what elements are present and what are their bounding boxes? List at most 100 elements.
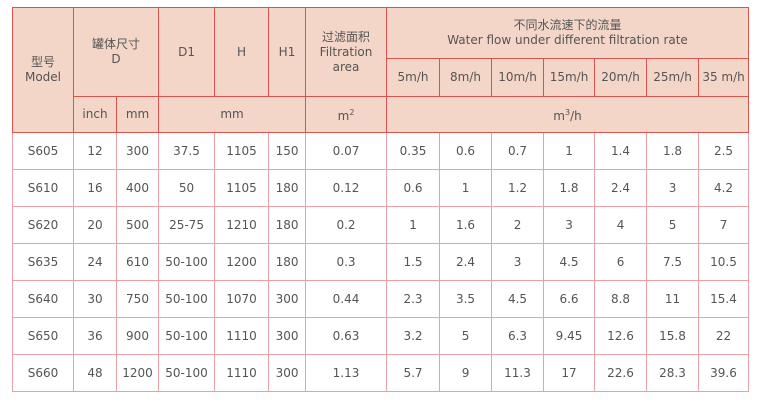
table-cell: 300 (268, 317, 307, 355)
header-rate: 25m/h (646, 58, 700, 97)
table-cell: 2 (491, 206, 545, 244)
table-cell: 1 (386, 206, 441, 244)
table-row: S660 48 1200 50-100 1110 300 1.13 5.7 9 11.3 17 22.… (12, 354, 750, 392)
header-h1: H1 (268, 7, 307, 97)
header-rate: 10m/h (491, 58, 545, 97)
table-row: S635 24 610 50-100 1200 180 0.3 1.5 2.4 3 4.5 6 7.5 1… (12, 243, 750, 281)
table-cell: S650 (12, 317, 74, 355)
unit-mm: mm (115, 96, 160, 133)
table-cell: 4.2 (698, 169, 750, 207)
table-cell: 1070 (214, 280, 270, 318)
table-cell: 0.12 (305, 169, 388, 207)
table-cell: 1110 (214, 317, 270, 355)
table-cell: S610 (12, 169, 74, 207)
table-cell: 1210 (214, 206, 270, 244)
table-cell: 8.8 (594, 280, 648, 318)
table-cell: 17 (543, 354, 596, 392)
table-cell: 12 (73, 132, 117, 170)
table-cell: 0.35 (386, 132, 441, 170)
table-cell: 50-100 (158, 317, 216, 355)
header-tank-size: 罐体尺寸 D (72, 7, 160, 97)
table-cell: 0.63 (305, 317, 388, 355)
unit-mm-dimensions: mm (158, 96, 307, 133)
table-cell: 50-100 (158, 243, 216, 281)
table-cell: 1 (439, 169, 493, 207)
header-model: 型号 Model (12, 7, 74, 133)
header-water-flow: 不同水流速下的流量 Water flow under different filt… (386, 7, 750, 59)
table-cell: S640 (12, 280, 74, 318)
table-cell: 30 (73, 280, 117, 318)
table-cell: 4.5 (543, 243, 596, 281)
table-cell: 6.3 (491, 317, 545, 355)
header-rate: 8m/h (439, 58, 493, 97)
table-cell: 22.6 (594, 354, 648, 392)
table-cell: 15.8 (646, 317, 700, 355)
table-cell: 5 (646, 206, 700, 244)
table-cell: 39.6 (698, 354, 750, 392)
table-cell: 1.2 (491, 169, 545, 207)
table-cell: 20 (73, 206, 117, 244)
table-cell: 1.13 (305, 354, 388, 392)
table-cell: 6.6 (543, 280, 596, 318)
table-cell: 3 (491, 243, 545, 281)
table-cell: S660 (12, 354, 74, 392)
table-cell: 3 (543, 206, 596, 244)
table-cell: 5 (439, 317, 493, 355)
table-cell: 11 (646, 280, 700, 318)
header-rate: 35 m/h (698, 58, 750, 97)
table-cell: 400 (115, 169, 160, 207)
table-cell: 10.5 (698, 243, 750, 281)
table-cell: 0.6 (386, 169, 441, 207)
table-cell: 300 (115, 132, 160, 170)
table-cell: 36 (73, 317, 117, 355)
table-cell: 16 (73, 169, 117, 207)
table-cell: S605 (12, 132, 74, 170)
table-cell: 3 (646, 169, 700, 207)
header-rate: 20m/h (594, 58, 648, 97)
specification-table: 型号 Model 罐体尺寸 D D1 H H1 过滤面积 Filtration area… (12, 7, 750, 392)
table-cell: S635 (12, 243, 74, 281)
table-cell: 1105 (214, 132, 270, 170)
table-cell: 0.44 (305, 280, 388, 318)
header-d1: D1 (158, 7, 216, 97)
table-cell: 610 (115, 243, 160, 281)
table-cell: 2.3 (386, 280, 441, 318)
table-cell: 9.45 (543, 317, 596, 355)
table-cell: 1.4 (594, 132, 648, 170)
table-row: S605 12 300 37.5 1105 150 0.07 0.35 0.6 0.7 1 1.4 1.… (12, 132, 750, 170)
table-cell: 7 (698, 206, 750, 244)
header-h: H (214, 7, 270, 97)
table-cell: 4.5 (491, 280, 545, 318)
table-cell: 1110 (214, 354, 270, 392)
table-cell: 1105 (214, 169, 270, 207)
table-cell: 7.5 (646, 243, 700, 281)
table-cell: 300 (268, 354, 307, 392)
table-cell: 6 (594, 243, 648, 281)
table-cell: 750 (115, 280, 160, 318)
table-cell: 0.6 (439, 132, 493, 170)
table-cell: 500 (115, 206, 160, 244)
table-cell: 25-75 (158, 206, 216, 244)
table-cell: 11.3 (491, 354, 545, 392)
table-cell: 15.4 (698, 280, 750, 318)
table-cell: 24 (73, 243, 117, 281)
table-cell: 1.5 (386, 243, 441, 281)
table-cell: 180 (268, 169, 307, 207)
table-cell: 9 (439, 354, 493, 392)
table-cell: 5.7 (386, 354, 441, 392)
table-cell: 1.6 (439, 206, 493, 244)
unit-flow: m3/h (386, 96, 750, 133)
table-cell: 2.4 (439, 243, 493, 281)
table-cell: 37.5 (158, 132, 216, 170)
table-row: S620 20 500 25-75 1210 180 0.2 1 1.6 2 3 4 5 7 (12, 206, 750, 244)
header-rate: 5m/h (386, 58, 441, 97)
table-cell: 900 (115, 317, 160, 355)
table-cell: 180 (268, 206, 307, 244)
table-cell: 50-100 (158, 354, 216, 392)
table-cell: S620 (12, 206, 74, 244)
unit-area: m2 (305, 96, 388, 133)
table-cell: 2.4 (594, 169, 648, 207)
table-row: S610 16 400 50 1105 180 0.12 0.6 1 1.2 1.8 2.4 3 4.2 (12, 169, 750, 207)
table-cell: 150 (268, 132, 307, 170)
table-cell: 3.5 (439, 280, 493, 318)
